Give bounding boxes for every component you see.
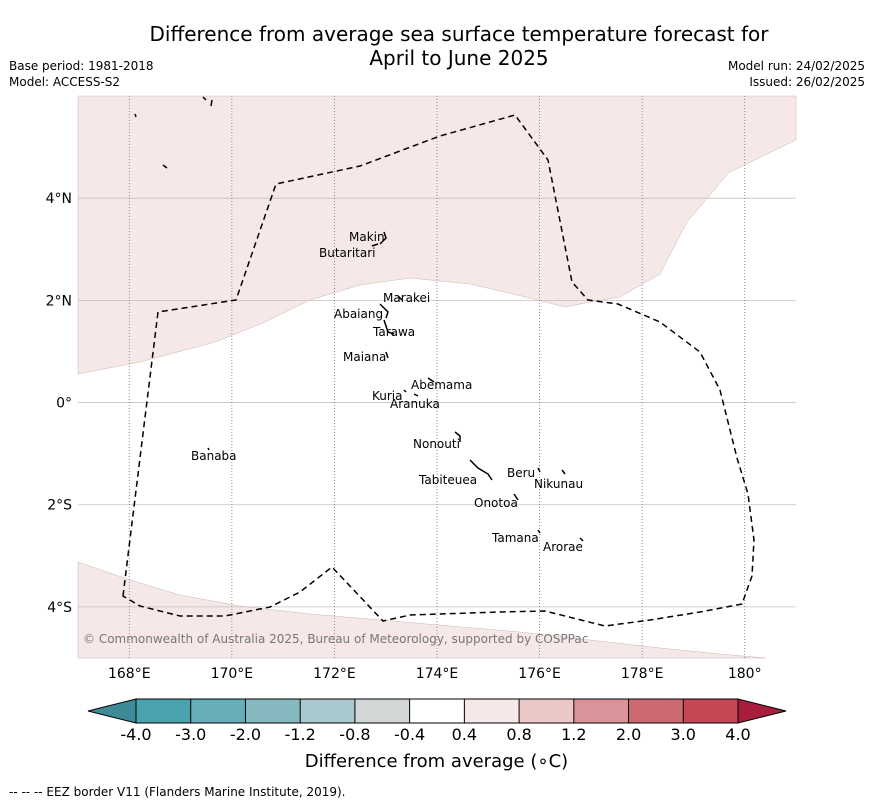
place-label-onotoa: Onotoa [474,496,518,510]
base-period-text: Base period: 1981-2018 [9,59,154,73]
eez-border-line [122,114,755,627]
colorbar-bin [628,699,684,723]
lat-tick-label: 2°S [47,498,72,514]
place-label-maiana: Maiana [343,350,386,364]
island-nw-1 [134,113,137,118]
colorbar-tick-label: 2.0 [616,725,641,744]
island-banaba [207,447,210,451]
colorbar-bin [354,699,410,723]
place-label-makin: Makin [349,230,385,244]
island-nw-2 [162,164,168,169]
copyright-text: © Commonwealth of Australia 2025, Bureau… [83,632,588,646]
colorbar-bin [573,699,629,723]
colorbar-outline [135,698,739,724]
island-onotoa [513,493,519,501]
island-nikunau [561,469,566,475]
map-title-line2: April to June 2025 [369,46,549,70]
colorbar-bin [409,699,465,723]
colorbar-tick-label: 4.0 [725,725,750,744]
island-arorae [579,537,584,542]
colorbar-tick-label: -3.0 [175,725,206,744]
colorbar-bin [190,699,246,723]
map-title-line1: Difference from average sea surface temp… [149,22,769,46]
colorbar-bin [519,699,574,723]
island-nonouti [454,431,461,442]
lat-tick-label: 2°N [46,293,72,309]
eez-footnote: -- -- -- EEZ border V11 (Flanders Marine… [9,785,346,799]
colorbar-bin [300,699,355,723]
colorbar-tick-label: -0.4 [394,725,425,744]
lat-tick-label: 4°S [47,600,72,616]
colorbar-bin [683,699,738,723]
meta-right: Model run: 24/02/2025 Issued: 26/02/2025 [728,58,865,90]
colorbar-arrow-high [737,698,787,724]
island-beru [537,467,541,473]
meta-left: Base period: 1981-2018 Model: ACCESS-S2 [9,58,154,90]
island-tarawa [383,319,395,335]
colorbar: -4.0 -3.0 -2.0 -1.2 -0.8 -0.4 0.4 0.8 1.2 2.0 3.0 4… [87,698,787,744]
axis-labels: 4°N 2°N 0° 2°S 4°S 168°E 170°E 172°E 174°E 176°E 1… [46,191,762,682]
lat-tick-label: 4°N [46,191,72,207]
place-label-nonouti: Nonouti [413,437,460,451]
issued-text: Issued: 26/02/2025 [749,75,865,89]
island-nw-4 [210,99,213,107]
island-tabiteuea [469,459,493,481]
colorbar-tick-label: -4.0 [120,725,151,744]
island-maiana [385,351,389,359]
anomaly-region-south [77,561,767,659]
lon-tick-label: 180° [728,666,762,682]
model-run-text: Model run: 24/02/2025 [727,59,865,73]
place-label-abemama: Abemama [411,378,472,392]
colorbar-bin [245,699,301,723]
lon-tick-label: 170°E [211,666,254,682]
place-label-aranuka: Aranuka [390,397,440,411]
colorbar-tick-label: -1.2 [285,725,316,744]
island-abaiang [379,303,389,319]
island-shapes [134,96,584,542]
island-kuria [403,389,407,393]
lon-tick-label: 174°E [416,666,459,682]
colorbar-tick-label: -0.8 [339,725,370,744]
island-butaritari [371,243,379,247]
place-label-butaritari: Butaritari [319,246,376,260]
colorbar-bin [136,699,191,723]
model-text: Model: ACCESS-S2 [9,75,121,89]
place-label-tabiteuea: Tabiteuea [418,473,477,487]
colorbar-arrow-low [87,698,137,724]
island-aranuka [413,393,419,397]
lat-tick-label: 0° [56,396,72,412]
colorbar-tick-label: 3.0 [671,725,696,744]
island-nw-3 [202,96,207,101]
map-title: Difference from average sea surface temp… [0,22,873,70]
colorbar-title: Difference from average (∘C) [304,751,569,772]
lon-tick-label: 178°E [621,666,664,682]
place-label-abaiang: Abaiang [334,307,383,321]
colorbar-tick-label: 0.8 [506,725,531,744]
island-marakei [397,295,403,301]
lon-tick-label: 176°E [518,666,561,682]
colorbar-bin [464,699,520,723]
island-makin [379,231,387,245]
place-label-tarawa: Tarawa [372,325,415,339]
place-label-kuria: Kuria [372,389,403,403]
place-label-marakei: Marakei [383,291,430,305]
colorbar-tick-label: 1.2 [561,725,586,744]
place-label-tamana: Tamana [491,531,539,545]
colorbar-tick-label: -2.0 [230,725,261,744]
island-abemama [427,377,435,383]
map-gridlines [78,96,796,658]
place-label-nikunau: Nikunau [534,477,583,491]
place-label-beru: Beru [507,466,535,480]
lon-tick-label: 172°E [313,666,356,682]
lon-tick-label: 168°E [108,666,151,682]
island-tamana [537,529,541,534]
place-label-arorae: Arorae [543,540,583,554]
colorbar-tick-label: 0.4 [452,725,477,744]
place-label-banaba: Banaba [191,449,237,463]
